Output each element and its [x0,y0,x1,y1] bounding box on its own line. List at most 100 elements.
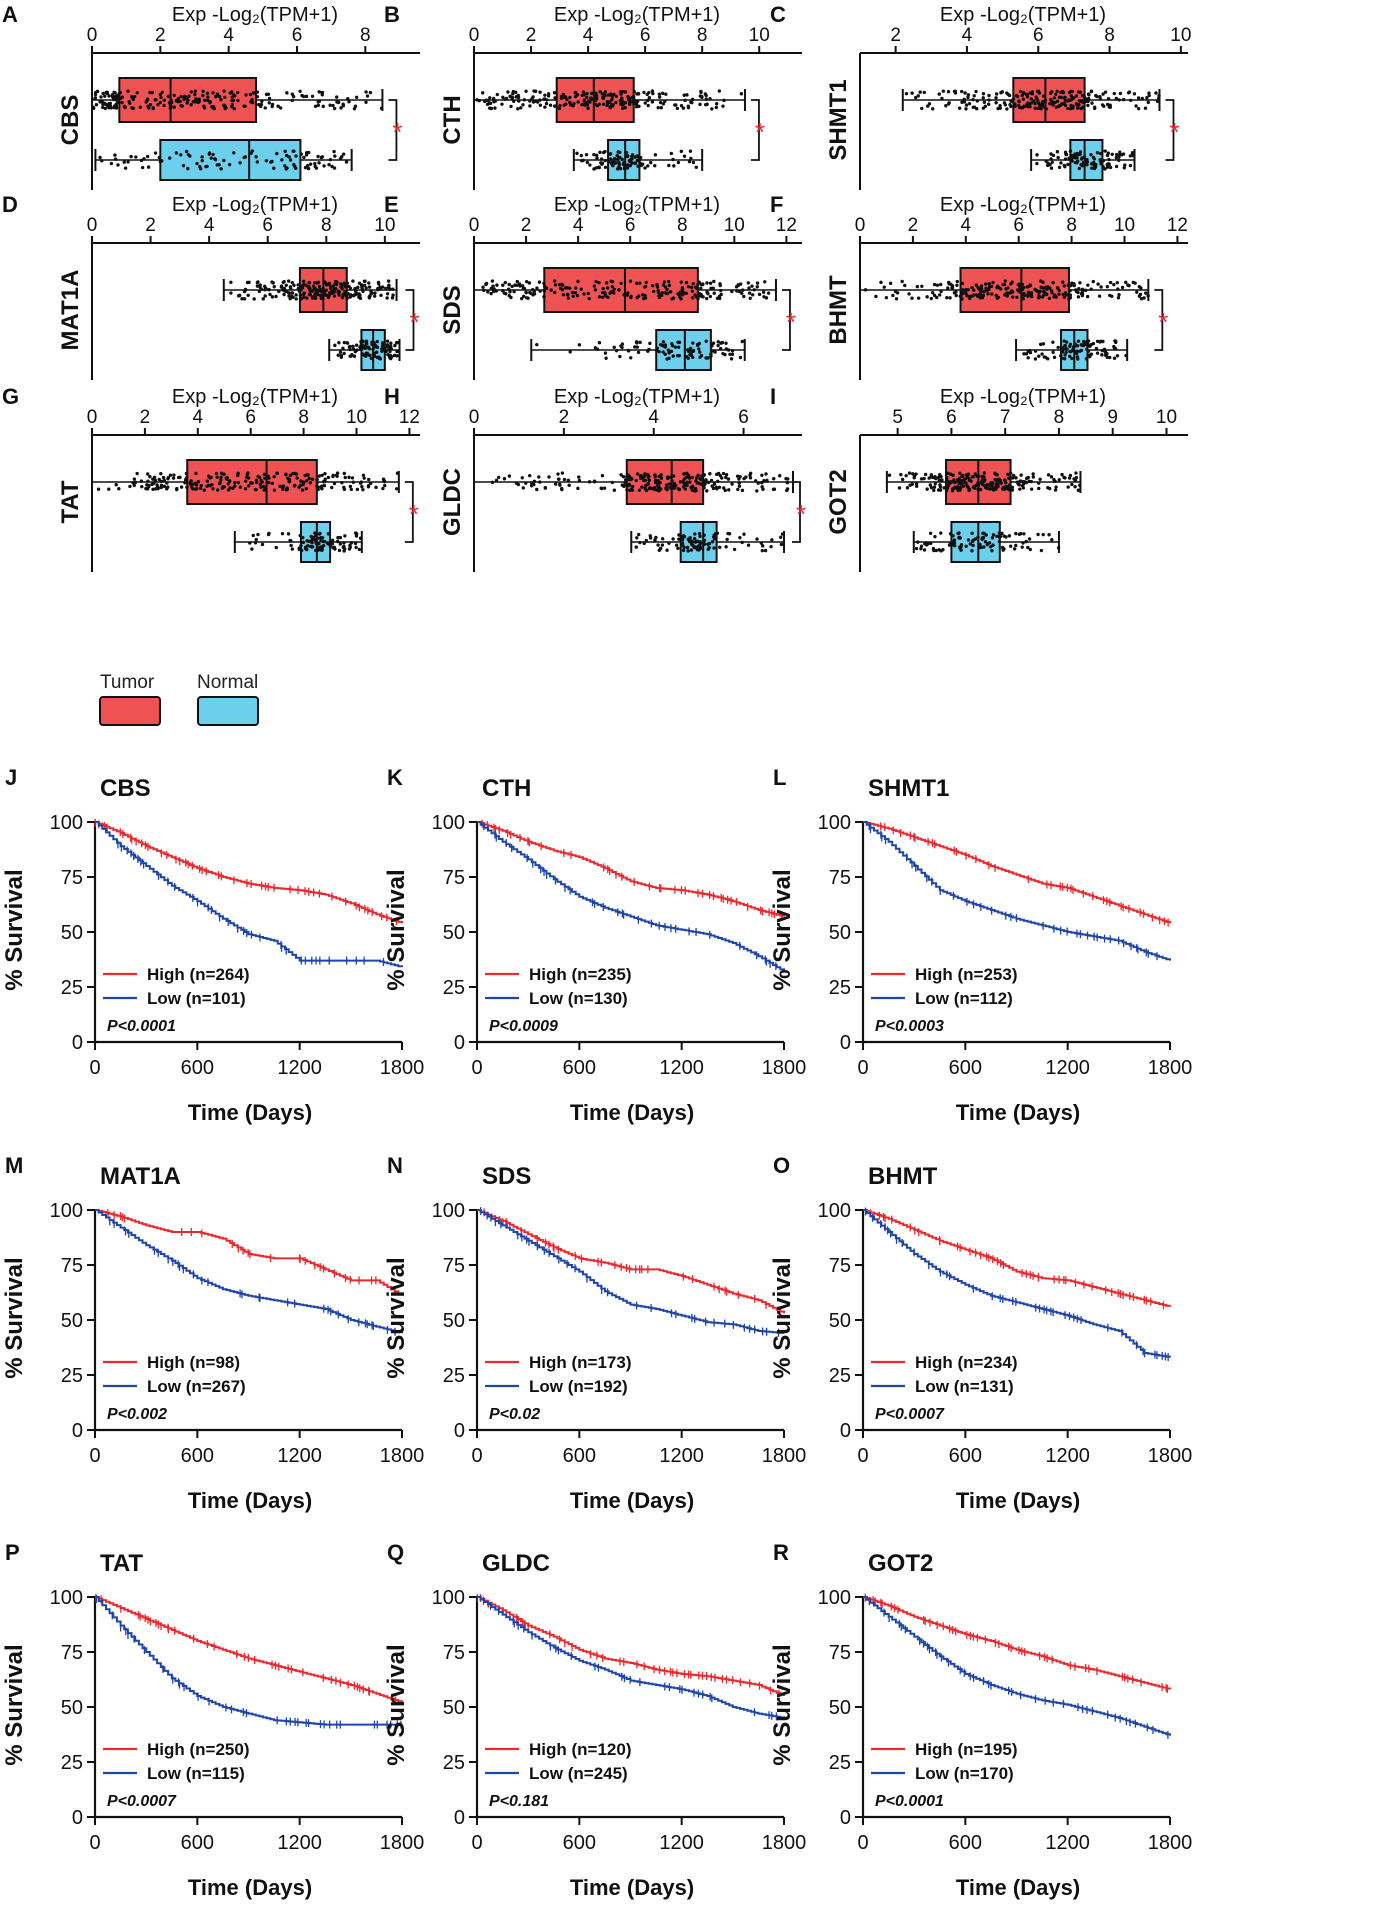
gene-title: CTH [482,775,531,802]
y-tick-label: 50 [61,1697,83,1719]
data-point [1009,282,1013,286]
data-point [1105,284,1110,289]
data-point [245,280,250,285]
data-point [930,290,935,295]
data-point [299,544,303,548]
data-point [1053,488,1058,492]
data-point [1004,535,1008,539]
data-point [756,481,760,485]
data-point [490,279,495,283]
data-point [493,99,498,103]
data-point [689,548,694,552]
data-point [1105,102,1110,107]
data-point [678,295,682,299]
data-point [105,91,109,96]
data-point [93,92,98,97]
data-point [599,157,604,161]
data-point [690,355,695,359]
data-point [364,286,368,290]
data-point [576,486,580,491]
data-point [656,543,660,547]
data-point [1098,97,1103,101]
data-point [518,284,522,288]
data-point [742,294,746,299]
data-point [391,287,395,291]
data-point [287,479,291,484]
significance-star: * [755,117,765,147]
data-point [270,481,275,486]
data-point [267,96,272,101]
data-point [316,154,320,159]
data-point [1021,297,1025,301]
data-point [705,489,709,493]
data-point [1055,99,1060,103]
data-point [704,296,709,301]
data-point [711,486,716,491]
data-point [669,349,674,354]
data-point [1100,103,1105,107]
data-point [606,295,610,299]
data-point [1129,98,1133,102]
data-point [891,293,895,298]
normal-box-group [572,139,704,181]
data-point [329,287,333,291]
x-tick-label: 8 [1066,215,1077,236]
data-point [618,354,622,359]
data-point [910,91,914,95]
data-point [964,103,969,107]
data-point [1078,99,1082,103]
data-point [285,487,290,491]
data-point [236,90,240,95]
y-tick-label: 75 [61,867,83,889]
data-point [168,106,173,110]
y-tick-label: 75 [829,1255,851,1277]
data-point [307,476,311,481]
data-point [940,478,944,482]
data-point [186,152,191,157]
x-tick-label: 10 [1114,215,1135,236]
data-point [1114,164,1119,169]
data-point [1082,343,1086,347]
data-point [644,280,648,285]
data-point [620,99,625,104]
data-point [284,283,288,288]
data-point [1105,153,1110,158]
data-point [623,90,628,94]
data-point [489,291,493,296]
data-point [595,104,600,108]
data-point [657,92,662,96]
data-point [552,104,557,108]
data-point [207,483,211,488]
data-point [716,479,720,483]
data-point [519,106,523,110]
data-point [564,102,568,106]
data-point [760,481,764,485]
data-point [103,106,107,111]
data-point [211,487,215,491]
data-point [682,154,687,158]
data-point [973,537,978,541]
data-point [1082,339,1086,344]
data-point [332,166,337,170]
data-point [1126,91,1131,95]
data-point [674,543,679,547]
data-point [560,471,565,475]
panel-letter: I [770,384,776,409]
data-point [674,103,678,107]
data-point [1070,156,1074,161]
data-point [916,540,920,544]
data-point [620,157,624,162]
y-tick-label: 0 [454,1420,465,1442]
data-point [336,536,340,540]
data-point [922,90,926,95]
data-point [717,294,722,298]
data-point [159,95,163,100]
y-tick-label: 0 [840,1807,851,1829]
data-point [900,279,904,284]
tumor-box-group [885,459,1082,505]
data-point [626,95,630,99]
data-point [976,285,980,290]
significance-bracket [388,99,398,161]
data-point [138,105,142,109]
data-point [502,291,506,295]
